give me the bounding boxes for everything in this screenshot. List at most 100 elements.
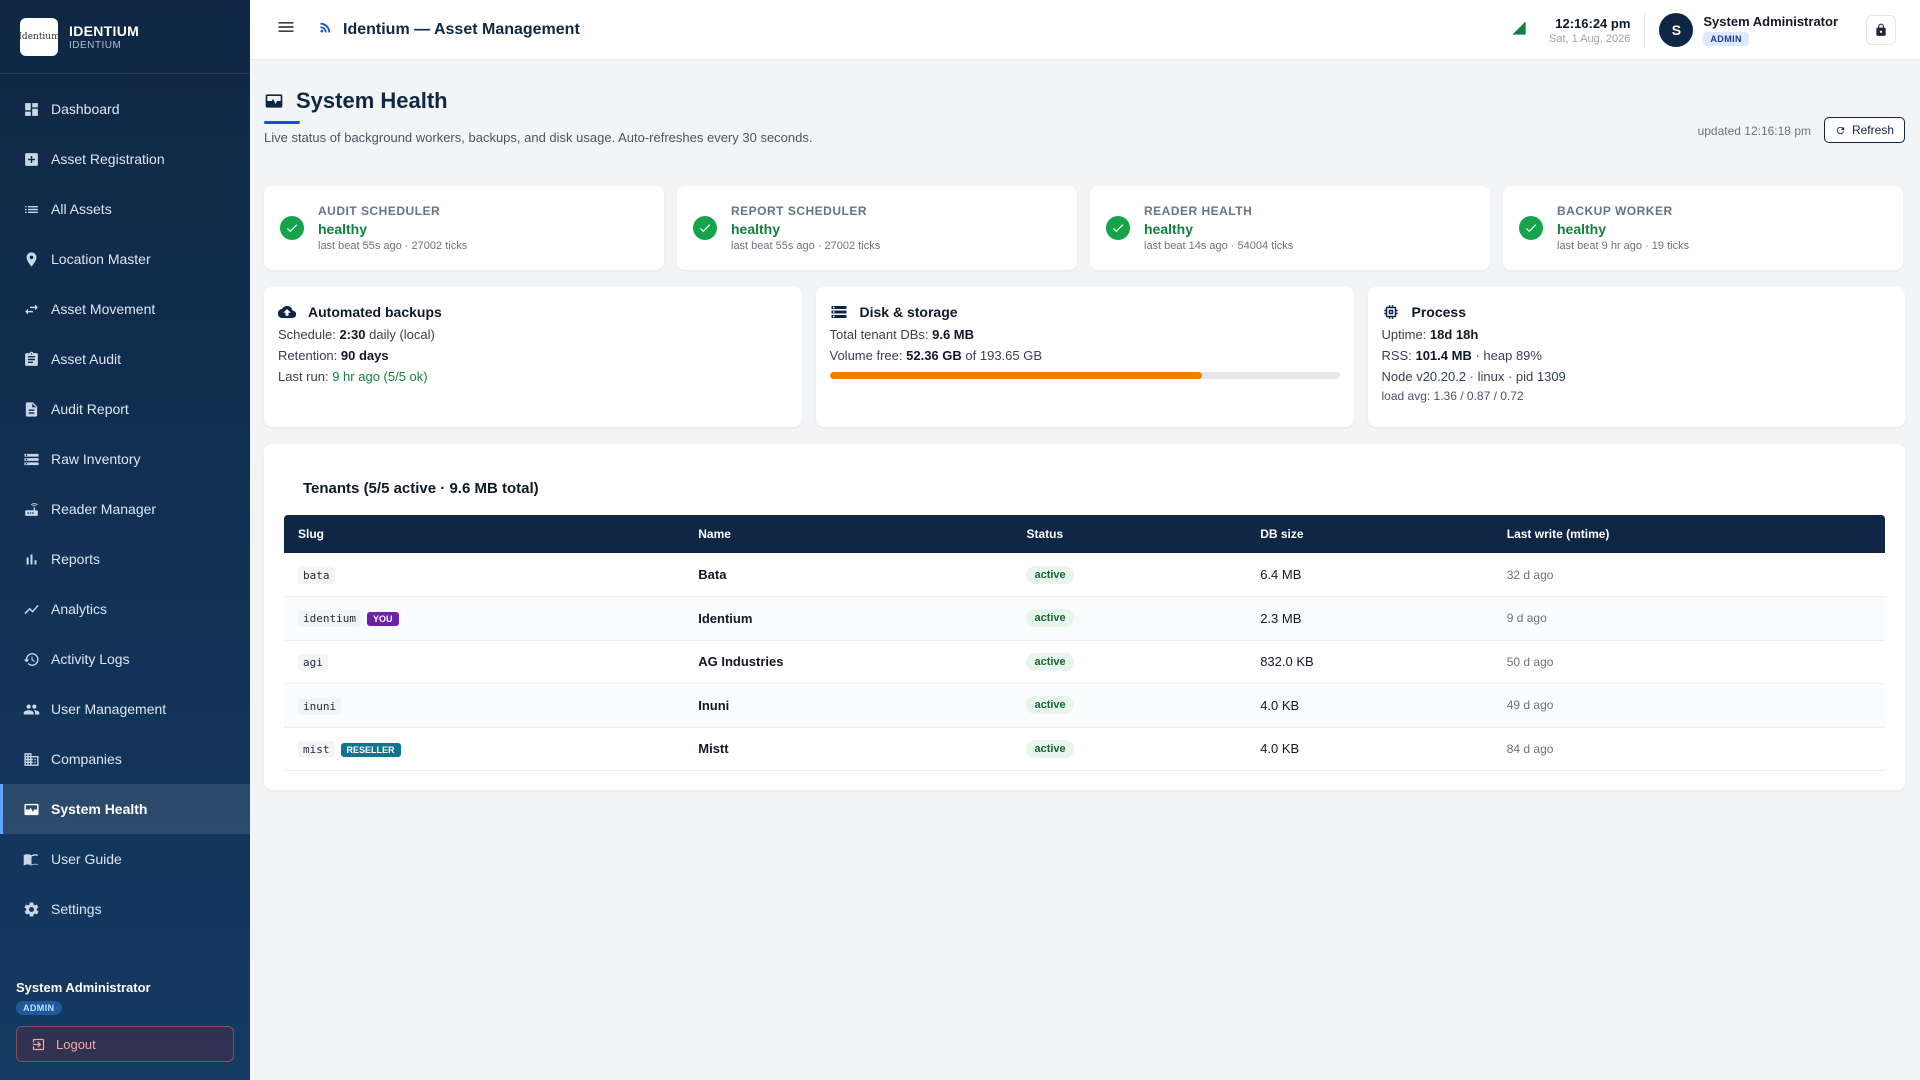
reseller-badge: RESELLER [340, 742, 401, 757]
disk-usage-fill [829, 372, 1202, 379]
slug-code: mist [298, 740, 335, 758]
status-badge: active [1026, 739, 1074, 758]
clock-time: 12:16:24 pm [1555, 15, 1631, 31]
sidebar-item-location-master[interactable]: Location Master [0, 234, 250, 284]
sidebar-item-label: Dashboard [51, 101, 120, 117]
menu-icon[interactable] [276, 17, 296, 42]
backup-last-run: Last run: 9 hr ago (5/5 ok) [278, 369, 788, 384]
tenants-title: Tenants (5/5 active · 9.6 MB total) [303, 480, 539, 497]
logout-icon [32, 1038, 45, 1050]
sidebar-item-label: All Assets [51, 201, 112, 217]
sidebar-item-asset-audit[interactable]: Asset Audit [0, 334, 250, 384]
size-cell: 4.0 KB [1246, 727, 1493, 771]
free-value: 52.36 GB [906, 348, 962, 363]
sidebar-item-label: Location Master [51, 251, 151, 267]
sidebar-item-user-guide[interactable]: User Guide [0, 834, 250, 884]
sidebar-item-raw-inventory[interactable]: Raw Inventory [0, 434, 250, 484]
signal-icon [1511, 20, 1527, 41]
column-header-slug[interactable]: Slug [284, 515, 685, 553]
status-badge: active [1026, 652, 1074, 671]
sidebar-item-all-assets[interactable]: All Assets [0, 184, 250, 234]
sidebar-item-label: Audit Report [51, 401, 129, 417]
lock-button[interactable] [1866, 15, 1896, 45]
sidebar-user: System Administrator ADMIN Logout [16, 980, 234, 1062]
size-cell: 6.4 MB [1246, 553, 1493, 597]
table-row[interactable]: bata Bata active 6.4 MB 32 d ago [284, 553, 1885, 597]
brand[interactable]: Identium IDENTIUM IDENTIUM [0, 0, 250, 74]
sidebar-item-label: Settings [51, 901, 102, 917]
dashboard-icon [22, 100, 40, 118]
sidebar-item-audit-report[interactable]: Audit Report [0, 384, 250, 434]
column-header-db-size[interactable]: DB size [1246, 515, 1493, 553]
disk-free: Volume free: 52.36 GB of 193.65 GB [830, 348, 1340, 363]
disk-title-text: Disk & storage [859, 304, 958, 320]
sidebar-item-reports[interactable]: Reports [0, 534, 250, 584]
storage-icon [22, 450, 40, 468]
sidebar-item-asset-registration[interactable]: Asset Registration [0, 134, 250, 184]
worker-label: AUDIT SCHEDULER [318, 204, 441, 218]
size-cell: 2.3 MB [1246, 596, 1493, 641]
size-cell: 4.0 KB [1246, 683, 1493, 728]
refresh-button[interactable]: Refresh [1823, 117, 1905, 143]
backups-title-text: Automated backups [308, 304, 442, 320]
table-row[interactable]: agi AG Industries active 832.0 KB 50 d a… [284, 640, 1885, 684]
lock-icon [1876, 23, 1886, 36]
worker-status: healthy [731, 221, 781, 237]
process-card: Process Uptime: 18d 18h RSS: 101.4 MB · … [1367, 287, 1905, 427]
table-row[interactable]: identium YOU Identium active 2.3 MB 9 d a… [284, 596, 1885, 641]
sidebar-item-label: User Management [51, 701, 167, 717]
column-header-last-write[interactable]: Last write (mtime) [1492, 515, 1885, 553]
retention-label: Retention: [278, 348, 338, 363]
sidebar-item-companies[interactable]: Companies [0, 734, 250, 784]
process-rss: RSS: 101.4 MB · heap 89% [1382, 348, 1892, 363]
status-cell: active [1012, 683, 1247, 728]
health-monitor-icon [265, 94, 283, 108]
page-title-text: System Health [296, 88, 448, 113]
sidebar-item-system-health[interactable]: System Health [0, 784, 250, 834]
worker-meta: last beat 9 hr ago · 19 ticks [1557, 240, 1690, 252]
history-icon [22, 650, 40, 668]
column-header-name[interactable]: Name [684, 515, 1013, 553]
sidebar-item-activity-logs[interactable]: Activity Logs [0, 634, 250, 684]
slug-cell: mist RESELLER [284, 727, 685, 771]
worker-card-audit-scheduler: AUDIT SCHEDULER healthy last beat 55s ag… [264, 186, 664, 270]
clock-date: Sat, 1 Aug, 2026 [1549, 32, 1631, 45]
sidebar-item-settings[interactable]: Settings [0, 884, 250, 934]
sidebar-item-dashboard[interactable]: Dashboard [0, 84, 250, 134]
swap-arrows-icon [22, 300, 40, 318]
check-circle-icon [1106, 216, 1130, 240]
people-icon [22, 700, 40, 718]
name-cell: AG Industries [684, 640, 1013, 684]
table-row[interactable]: inuni Inuni active 4.0 KB 49 d ago [284, 683, 1885, 728]
worker-meta: last beat 55s ago · 27002 ticks [731, 240, 881, 252]
disk-title: Disk & storage [830, 303, 1340, 321]
worker-card-backup-worker: BACKUP WORKER healthy last beat 9 hr ago… [1503, 186, 1903, 270]
status-badge: active [1026, 696, 1074, 715]
sidebar-item-label: Asset Movement [51, 301, 156, 317]
sidebar-item-label: Asset Audit [51, 351, 122, 367]
logout-button[interactable]: Logout [16, 1026, 234, 1062]
lastrun-value: 9 hr ago (5/5 ok) [332, 369, 428, 384]
status-badge: active [1026, 565, 1074, 584]
refresh-label: Refresh [1851, 123, 1894, 137]
column-header-status[interactable]: Status [1012, 515, 1247, 553]
sidebar-item-analytics[interactable]: Analytics [0, 584, 250, 634]
worker-card-reader-health: READER HEALTH healthy last beat 14s ago … [1090, 186, 1490, 270]
cloud-upload-icon [278, 306, 296, 319]
slug-code: identium [298, 610, 361, 628]
list-icon [22, 200, 40, 218]
sidebar-item-user-management[interactable]: User Management [0, 684, 250, 734]
header-role-badge: ADMIN [1703, 31, 1749, 46]
sidebar-item-asset-movement[interactable]: Asset Movement [0, 284, 250, 334]
avatar[interactable]: S [1659, 13, 1694, 47]
process-title: Process [1382, 303, 1892, 321]
sidebar-item-label: Reports [51, 551, 101, 567]
table-row[interactable]: mist RESELLER Mistt active 4.0 KB 84 d ag… [284, 727, 1885, 771]
worker-label: READER HEALTH [1144, 204, 1253, 218]
info-cards-row: Automated backups Schedule: 2:30 daily (… [264, 287, 1905, 427]
rss-label: RSS: [1381, 348, 1412, 363]
updated-timestamp: updated 12:16:18 pm [1697, 124, 1811, 138]
sidebar-item-reader-manager[interactable]: Reader Manager [0, 484, 250, 534]
header-clock: 12:16:24 pm Sat, 1 Aug, 2026 [1549, 16, 1630, 45]
last-write-cell: 49 d ago [1492, 683, 1885, 728]
